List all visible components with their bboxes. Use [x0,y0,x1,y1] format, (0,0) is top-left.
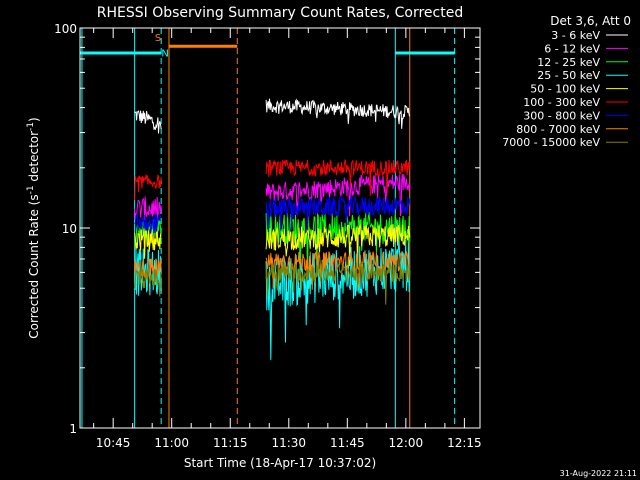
series-line-4-seg-0 [134,228,162,259]
series-line-0-seg-1 [265,98,411,129]
y-axis: 1 10 100 [54,22,480,436]
x-tick-label: 11:45 [330,436,365,450]
series-line-6-seg-0 [134,213,162,234]
legend-label-0: 3 - 6 keV [551,29,600,42]
legend-label-3: 25 - 50 keV [537,69,600,82]
legend-label-8: 7000 - 15000 keV [502,136,600,149]
series-line-3-seg-1 [265,239,411,360]
y-axis-label: Corrected Count Rate (s-1 detector-1) [26,117,41,338]
x-axis: 10:45 11:00 11:15 11:30 11:45 12:00 12:15 [93,28,482,450]
y-axis-label-sup2: -1 [26,122,36,131]
x-tick-label: 10:45 [96,436,131,450]
series-line-5-seg-0 [134,173,162,201]
footer-timestamp: 31-Aug-2022 21:11 [560,469,637,478]
x-axis-label: Start Time (18-Apr-17 10:37:02) [184,456,376,470]
flag-marker-1: N [161,49,168,60]
series-line-6-seg-1 [265,194,411,233]
x-tick-label: 11:00 [154,436,189,450]
series-line-0-seg-0 [134,110,162,134]
legend-header: Det 3,6, Att 0 [550,14,631,28]
series-line-1-seg-0 [134,196,162,234]
x-tick-label: 11:30 [271,436,306,450]
series-line-4-seg-1 [265,223,411,269]
series-line-8-seg-0 [134,268,162,297]
chart-title: RHESSI Observing Summary Count Rates, Co… [97,5,463,21]
legend-label-2: 12 - 25 keV [537,56,600,69]
legend-label-7: 800 - 7000 keV [516,123,600,136]
legend-label-4: 50 - 100 keV [530,83,600,96]
legend-label-6: 300 - 800 keV [523,109,600,122]
y-tick-label: 100 [54,22,77,36]
flag-marker-0: S [155,33,161,44]
x-tick-label: 12:15 [447,436,482,450]
y-tick-label: 1 [69,422,77,436]
y-tick-label: 10 [62,222,77,236]
x-tick-label: 11:15 [213,436,248,450]
legend-label-1: 6 - 12 keV [544,42,600,55]
legend-label-5: 100 - 300 keV [523,96,600,109]
y-axis-label-sup1: -1 [26,185,36,194]
y-axis-label-main: Corrected Count Rate (s [27,194,41,338]
x-tick-label: 12:00 [389,436,424,450]
y-axis-label-end: ) [27,117,41,122]
series-line-8-seg-1 [265,260,411,305]
series-line-5-seg-1 [265,158,411,196]
series-line-7-seg-1 [265,249,411,290]
y-axis-label-mid: detector [27,131,41,186]
plot-area: SN [80,28,456,428]
